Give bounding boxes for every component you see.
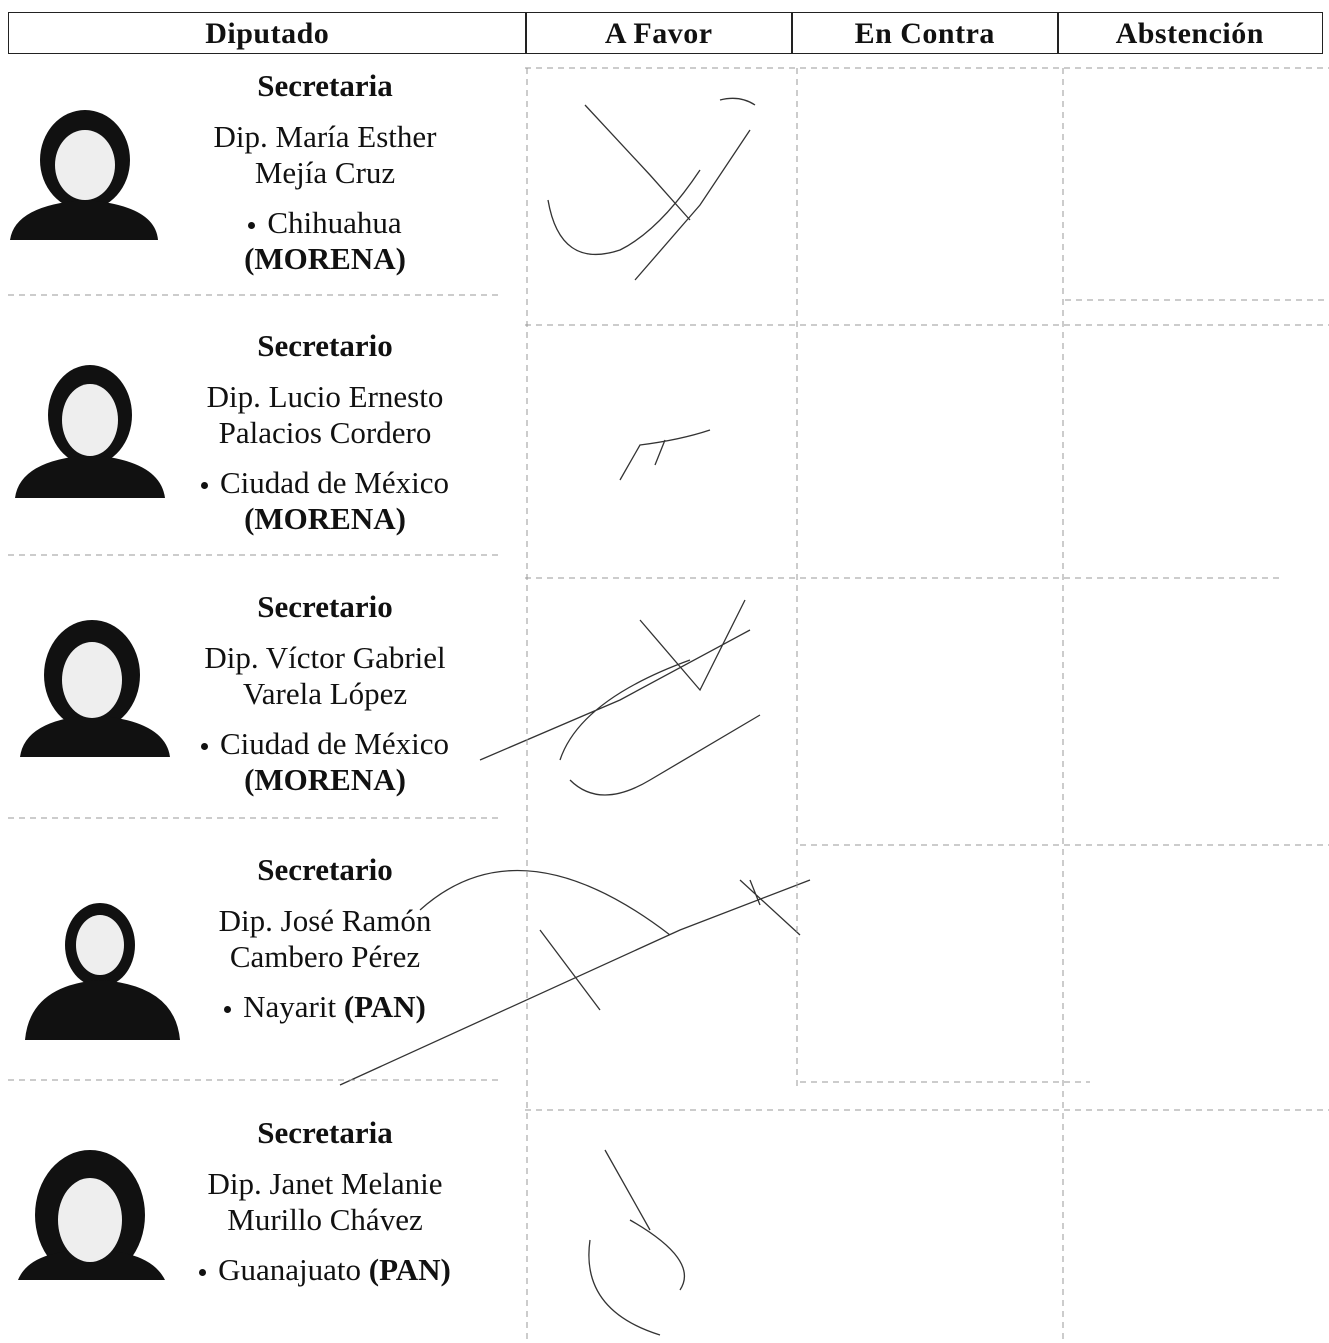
- bullet: [248, 222, 256, 230]
- party: (MORENA): [244, 501, 406, 536]
- party: (PAN): [343, 989, 426, 1024]
- party: (PAN): [368, 1252, 451, 1287]
- header-cell: A Favor: [525, 12, 793, 54]
- name-line: Varela López: [242, 676, 408, 711]
- state: Ciudad de México: [219, 465, 449, 500]
- name-line: Dip. María Esther: [213, 119, 437, 154]
- state-line: Ciudad de México: [155, 465, 495, 501]
- role: Secretaria: [257, 1115, 393, 1150]
- role: Secretario: [257, 328, 393, 363]
- bullet: [200, 482, 208, 490]
- state-line: Guanajuato (PAN): [155, 1252, 495, 1288]
- role: Secretario: [257, 589, 393, 624]
- header-cell: En Contra: [791, 12, 1059, 54]
- state: Guanajuato: [218, 1252, 362, 1287]
- name-line: Cambero Pérez: [229, 939, 421, 974]
- bullet: [224, 1006, 232, 1014]
- party: (MORENA): [244, 241, 406, 276]
- role: Secretario: [257, 852, 393, 887]
- name-line: Palacios Cordero: [218, 415, 432, 450]
- name-line: Dip. Janet Melanie: [207, 1166, 443, 1201]
- state: Nayarit: [243, 989, 337, 1024]
- bullet: [200, 743, 208, 751]
- header-cell: Diputado: [8, 12, 527, 54]
- state-line: Chihuahua: [155, 205, 495, 241]
- role: Secretaria: [257, 68, 393, 103]
- state-line: Ciudad de México: [155, 726, 495, 762]
- name-line: Murillo Chávez: [227, 1202, 423, 1237]
- state-line: Nayarit (PAN): [155, 989, 495, 1025]
- name-line: Dip. José Ramón: [218, 903, 432, 938]
- state: Chihuahua: [267, 205, 402, 240]
- name-line: Dip. Lucio Ernesto: [206, 379, 444, 414]
- state: Ciudad de México: [219, 726, 449, 761]
- header-cell: Abstención: [1057, 12, 1323, 54]
- party: (MORENA): [244, 762, 406, 797]
- bullet: [199, 1269, 207, 1277]
- name-line: Mejía Cruz: [254, 155, 396, 190]
- name-line: Dip. Víctor Gabriel: [204, 640, 446, 675]
